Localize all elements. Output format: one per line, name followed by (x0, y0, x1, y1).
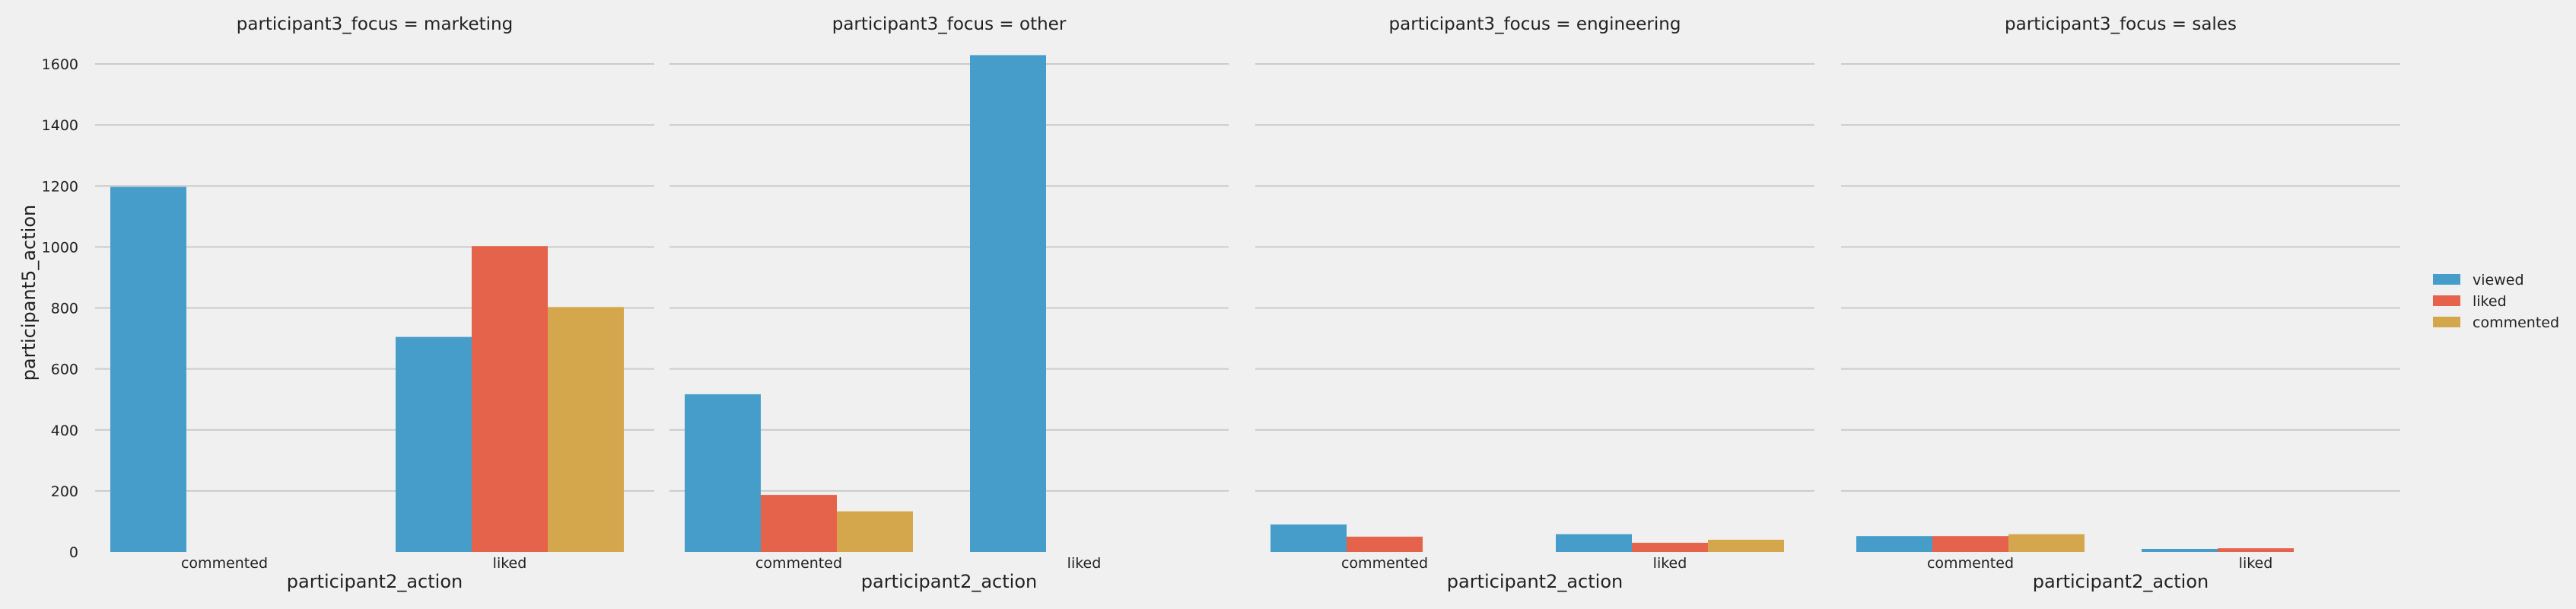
y-tick-label: 800 (51, 301, 78, 317)
bar-liked (1347, 536, 1423, 552)
bar-commented (837, 511, 913, 552)
bar-viewed (1556, 534, 1632, 552)
legend-swatch-liked (2433, 295, 2460, 306)
y-tick-label: 1000 (42, 239, 78, 256)
y-tick-label: 0 (69, 544, 78, 561)
bar-liked (761, 495, 837, 552)
bar-viewed (2142, 548, 2218, 552)
facet-title: participant3_focus = other (832, 14, 1067, 34)
legend-label: commented (2473, 314, 2559, 331)
legend-swatch-commented (2433, 317, 2460, 327)
bar-liked (1932, 536, 2008, 552)
y-axis-label: participant5_action (18, 205, 40, 381)
x-tick-label: commented (1341, 555, 1428, 572)
bar-viewed (396, 336, 472, 552)
facet-title: participant3_focus = sales (2005, 14, 2237, 34)
bar-viewed (1271, 524, 1347, 552)
y-tick-label: 1600 (42, 56, 78, 73)
x-tick-label: commented (181, 555, 268, 572)
x-axis-label: participant2_action (287, 571, 463, 592)
x-axis-label: participant2_action (2033, 571, 2209, 592)
y-tick-label: 600 (51, 362, 78, 378)
x-axis-label: participant2_action (861, 571, 1037, 592)
bar-liked (472, 246, 548, 552)
x-tick-label: liked (493, 555, 527, 572)
bar-commented (2008, 534, 2085, 552)
x-tick-label: commented (1927, 555, 2014, 572)
bar-liked (1632, 542, 1708, 552)
bar-viewed (1856, 536, 1932, 552)
bar-commented (1708, 539, 1784, 552)
legend-label: viewed (2473, 272, 2524, 289)
legend-swatch-viewed (2433, 274, 2460, 285)
bar-liked (2218, 548, 2294, 552)
facet-title: participant3_focus = engineering (1389, 14, 1681, 34)
x-tick-label: liked (1653, 555, 1687, 572)
x-axis-label: participant2_action (1447, 571, 1623, 592)
y-tick-label: 200 (51, 483, 78, 500)
y-tick-label: 1400 (42, 117, 78, 134)
y-tick-label: 1200 (42, 178, 78, 195)
y-tick-label: 400 (51, 422, 78, 439)
bar-commented (548, 307, 624, 552)
facet-title: participant3_focus = marketing (237, 14, 513, 34)
x-tick-label: liked (1067, 555, 1102, 572)
bar-viewed (110, 187, 186, 552)
x-tick-label: commented (755, 555, 842, 572)
bar-viewed (685, 394, 761, 552)
x-tick-label: liked (2239, 555, 2273, 572)
legend-label: liked (2473, 293, 2507, 310)
bar-viewed (970, 55, 1046, 552)
